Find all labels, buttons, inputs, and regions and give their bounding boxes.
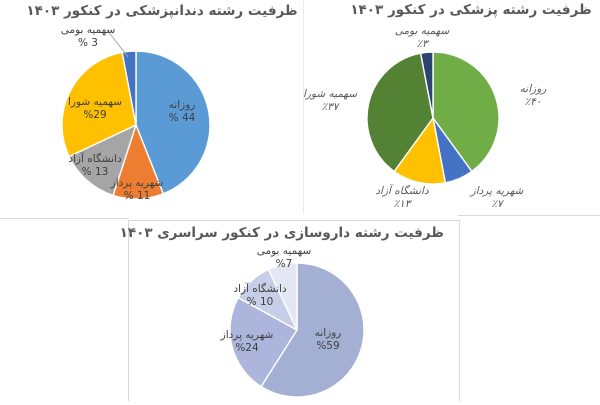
dentistry-label-tuition: شهریه پرداز % 11: [110, 177, 164, 202]
pharmacy-label-native: سهمیه بومی %7: [256, 245, 312, 270]
dentistry-chart-title: ظرفیت رشته دندانپزشکی در کنکور ۱۴۰۳: [26, 3, 298, 19]
medicine-label-azad: دانشگاه آزاد ٪۱۳: [375, 185, 429, 210]
pharmacy-label-daily: روزانه %59: [314, 327, 342, 352]
pie-slice-0: [135, 50, 211, 195]
dentistry-label-council: سهمیه شورا %29: [67, 96, 123, 121]
dentistry-label-native: سهمیه بومی % 3: [60, 24, 116, 49]
dentistry-panel-bottom-border: [0, 218, 129, 219]
dentistry-pie: [61, 50, 211, 200]
pharmacy-pie: [229, 262, 365, 398]
pharmacy-chart-title: ظرفیت رشته داروسازی در کنکور سراسری ۱۴۰۳: [119, 225, 444, 241]
medicine-label-native: سهمیه بومی ٪۳: [394, 25, 450, 50]
pie-slice-3: [366, 52, 434, 173]
dentistry-label-daily: روزانه % 44: [168, 99, 196, 124]
pie-slice-4: [419, 51, 434, 119]
medicine-pie: [366, 51, 500, 185]
dentistry-label-azad: دانشگاه آزاد % 13: [68, 153, 122, 178]
medicine-label-council: سهمیه شورا ٪۳۷: [302, 88, 358, 113]
pharmacy-label-azad: دانشگاه آزاد % 10: [233, 283, 287, 308]
medicine-panel-bottom-border: [458, 215, 600, 216]
medicine-label-daily: روزانه ٪۴۰: [519, 83, 547, 108]
dentistry-panel-right-border: [303, 0, 304, 214]
pie-slice-0: [432, 51, 500, 173]
medicine-label-tuition: شهریه پرداز ٪۷: [470, 185, 524, 210]
pie-slice-0: [260, 262, 365, 398]
pie-slice-3: [267, 262, 298, 331]
medicine-chart-title: ظرفیت رشته پزشکی در کنکور ۱۴۰۳: [350, 2, 592, 18]
pie-slice-1: [229, 297, 298, 388]
pie-slice-2: [68, 124, 137, 197]
pharmacy-label-tuition: شهریه پرداز %24: [220, 329, 274, 354]
